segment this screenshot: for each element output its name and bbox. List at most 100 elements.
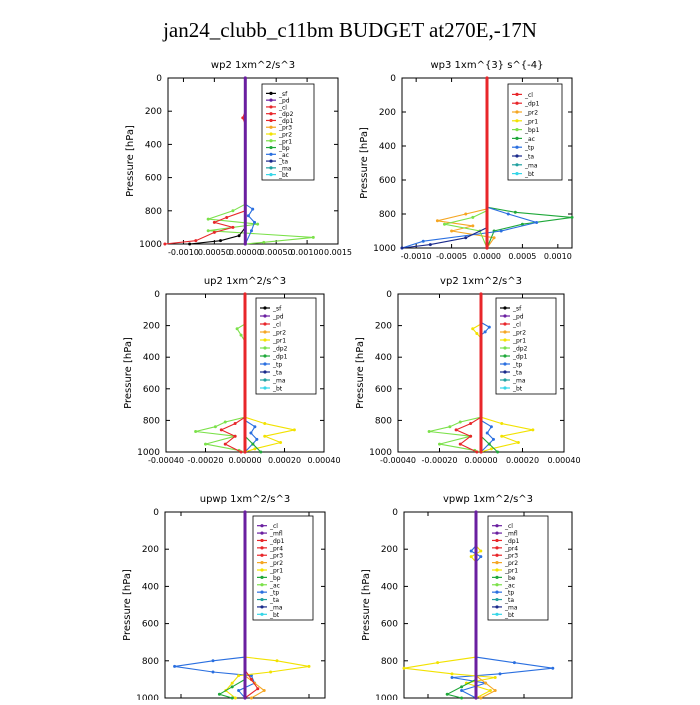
data-point <box>225 215 229 219</box>
legend-marker <box>495 561 499 565</box>
data-point <box>460 689 464 693</box>
legend-label: _ma <box>278 165 292 172</box>
x-tick-label: 0.00000 <box>229 248 262 257</box>
legend-label: _pd <box>278 98 290 105</box>
data-point <box>479 696 483 700</box>
legend-label: _pr1 <box>504 568 518 575</box>
x-tick-label: 0.00050 <box>260 248 293 257</box>
data-point <box>219 239 223 243</box>
legend-marker <box>515 119 519 123</box>
chart-title: wp2 1xm^2/s^3 <box>211 60 295 71</box>
chart-title: upwp 1xm^2/s^3 <box>200 494 290 505</box>
x-tick-label: 0.00020 <box>268 456 301 465</box>
x-tick-label: -0.00020 <box>422 456 458 465</box>
legend-label: _ta <box>504 597 514 604</box>
data-point <box>458 442 462 446</box>
legend-label: _pd <box>512 314 524 321</box>
legend-marker <box>269 98 273 102</box>
data-point <box>458 420 462 424</box>
data-point <box>443 222 446 226</box>
data-point <box>460 685 464 689</box>
data-point <box>249 229 253 233</box>
x-tick-label: 0.00050 <box>198 248 231 257</box>
legend-marker <box>269 152 273 156</box>
data-point <box>243 76 247 80</box>
y-tick-label: 1000 <box>375 694 398 700</box>
chart-title: vp2 1xm^2/s^3 <box>440 276 522 287</box>
y-axis-label: Pressure [hPa] <box>125 125 136 197</box>
data-point <box>249 431 253 435</box>
y-tick-label: 600 <box>381 620 398 630</box>
legend-marker <box>263 338 267 342</box>
legend-marker <box>495 597 499 602</box>
legend-marker <box>503 338 507 342</box>
legend-label: _pr3 <box>504 553 518 560</box>
data-point <box>311 235 315 239</box>
data-point <box>450 676 454 680</box>
legend-label: _tp <box>269 590 279 597</box>
legend-marker <box>269 132 273 136</box>
data-point <box>474 696 478 700</box>
legend-marker <box>515 136 519 140</box>
legend-label: _dp2 <box>278 111 294 118</box>
chart-panel-2: wp3 1xm^{3} s^{-4} Pressure [hPa] 0 200 400 6… <box>359 60 574 261</box>
data-point <box>471 224 475 228</box>
legend-marker <box>260 561 264 565</box>
legend: _sf_pd_cl_pr2_pr1_dp2_dp1_tp_ta_ma_bt <box>255 297 317 395</box>
data-point <box>493 676 497 680</box>
x-tick-label: 0.0000 <box>473 252 501 261</box>
legend-marker <box>495 524 499 528</box>
legend-marker <box>269 125 273 129</box>
legend-marker <box>495 583 499 587</box>
data-point <box>231 209 235 213</box>
legend-marker <box>269 139 273 143</box>
legend-label: _dp1 <box>278 118 294 125</box>
data-point <box>275 659 279 663</box>
legend-label: _pr2 <box>269 560 283 567</box>
y-axis-label: Pressure [hPa] <box>123 337 134 409</box>
legend-marker <box>503 306 507 310</box>
legend-marker <box>495 568 499 572</box>
series-line-2 <box>164 78 246 245</box>
y-tick-label: 0 <box>386 290 392 300</box>
data-point <box>194 429 198 433</box>
data-point <box>479 555 483 559</box>
legend-marker <box>260 546 264 550</box>
plot-frame <box>403 511 573 699</box>
data-point <box>471 327 475 331</box>
legend-label: _pr3 <box>269 553 283 560</box>
legend-label: _pr4 <box>504 545 518 552</box>
legend-label: _ac <box>269 582 280 589</box>
data-point <box>464 236 468 240</box>
chart-panel-5: upwp 1xm^2/s^3 Pressure [hPa] 0 200 400 600 80… <box>122 494 326 705</box>
data-point <box>450 672 454 676</box>
data-point <box>206 217 210 221</box>
x-tick-label: 0.0010 <box>544 252 572 261</box>
data-point <box>213 425 217 429</box>
legend-marker <box>263 354 267 358</box>
legend-label: _dp1 <box>524 101 540 108</box>
data-point <box>233 422 237 426</box>
data-point <box>535 221 539 224</box>
data-point <box>570 215 574 219</box>
chart-title: wp3 1xm^{3} s^{-4} <box>430 60 543 71</box>
data-point <box>520 222 524 226</box>
data-point <box>230 685 234 689</box>
data-point <box>230 696 234 700</box>
legend-label: _ta <box>272 370 282 377</box>
legend-marker <box>269 166 273 170</box>
data-point <box>488 689 492 693</box>
data-point <box>292 428 296 432</box>
legend-marker <box>260 583 264 587</box>
data-point <box>516 441 520 445</box>
data-point <box>256 687 260 691</box>
figure-title: jan24_clubb_c11bm BUDGET at270E,-17N <box>163 18 537 42</box>
legend-marker <box>263 346 267 350</box>
data-point <box>513 210 517 214</box>
chart-panel-1: wp2 1xm^2/s^3 Pressure [hPa] 0 200 400 600 800… <box>125 60 352 257</box>
x-tick-label: 0.0005 <box>508 252 536 261</box>
series-line-1 <box>428 294 482 453</box>
data-point <box>498 672 502 676</box>
y-tick-label: 0 <box>153 508 159 518</box>
